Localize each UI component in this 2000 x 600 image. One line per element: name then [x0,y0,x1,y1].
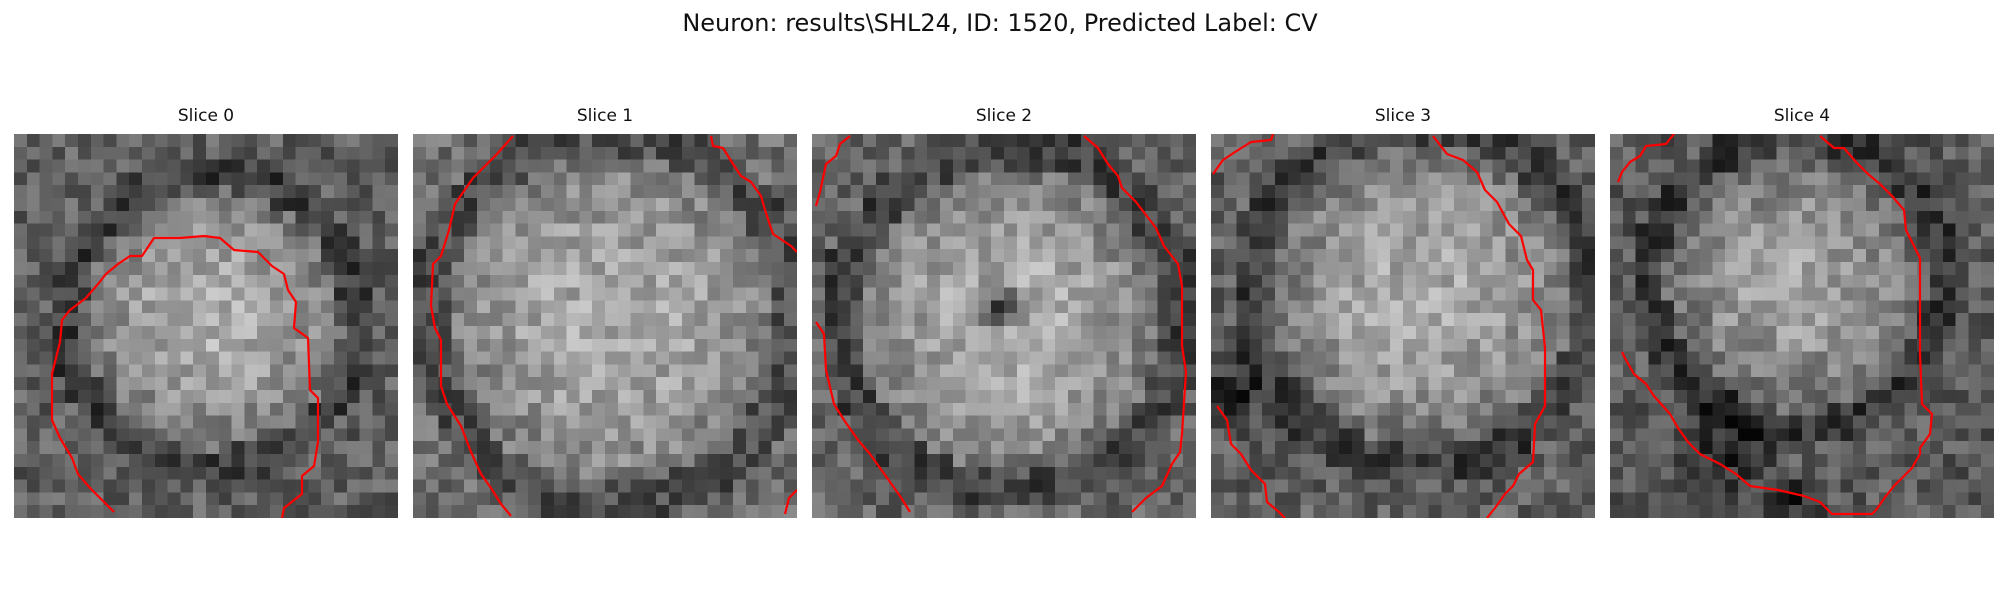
slice-title: Slice 2 [975,106,1033,126]
segmentation-contour [1621,135,1934,516]
segmentation-contour [429,135,514,517]
slice-image [1610,134,1994,518]
grayscale-image [1610,134,1994,518]
slice-image [1211,134,1595,518]
segmentation-contour [1216,405,1286,518]
contour-overlay [1212,134,1547,518]
slice-panel-3: Slice 3 [1211,105,1595,518]
segmentation-contour [1083,135,1188,513]
grayscale-image [14,134,398,518]
contour-overlay [50,234,320,518]
slice-image [812,134,1196,518]
segmentation-contour [1432,135,1547,518]
segmentation-contour [709,135,797,253]
grayscale-image [1211,134,1595,518]
slice-title: Slice 3 [1374,106,1432,126]
slice-panel-1: Slice 1 [413,105,797,518]
segmentation-contour [783,489,797,515]
segmentation-contour [1616,134,1675,183]
contour-overlay [814,135,1188,513]
segmentation-contour [50,234,320,518]
slice-panel-0: Slice 0 [14,105,398,518]
figure-title: Neuron: results\SHL24, ID: 1520, Predict… [682,9,1318,37]
contour-overlay [1616,134,1934,516]
slice-panel-2: Slice 2 [812,105,1196,518]
grayscale-image [413,134,797,518]
segmentation-contour [1212,134,1275,175]
segmentation-contour [814,135,851,207]
slice-title: Slice 0 [177,106,235,126]
contour-overlay [429,135,797,517]
slice-image [14,134,398,518]
slice-image [413,134,797,518]
slice-panel-4: Slice 4 [1610,105,1994,518]
slice-title: Slice 4 [1773,106,1831,126]
segmentation-contour [815,321,911,513]
slice-title: Slice 1 [576,106,634,126]
